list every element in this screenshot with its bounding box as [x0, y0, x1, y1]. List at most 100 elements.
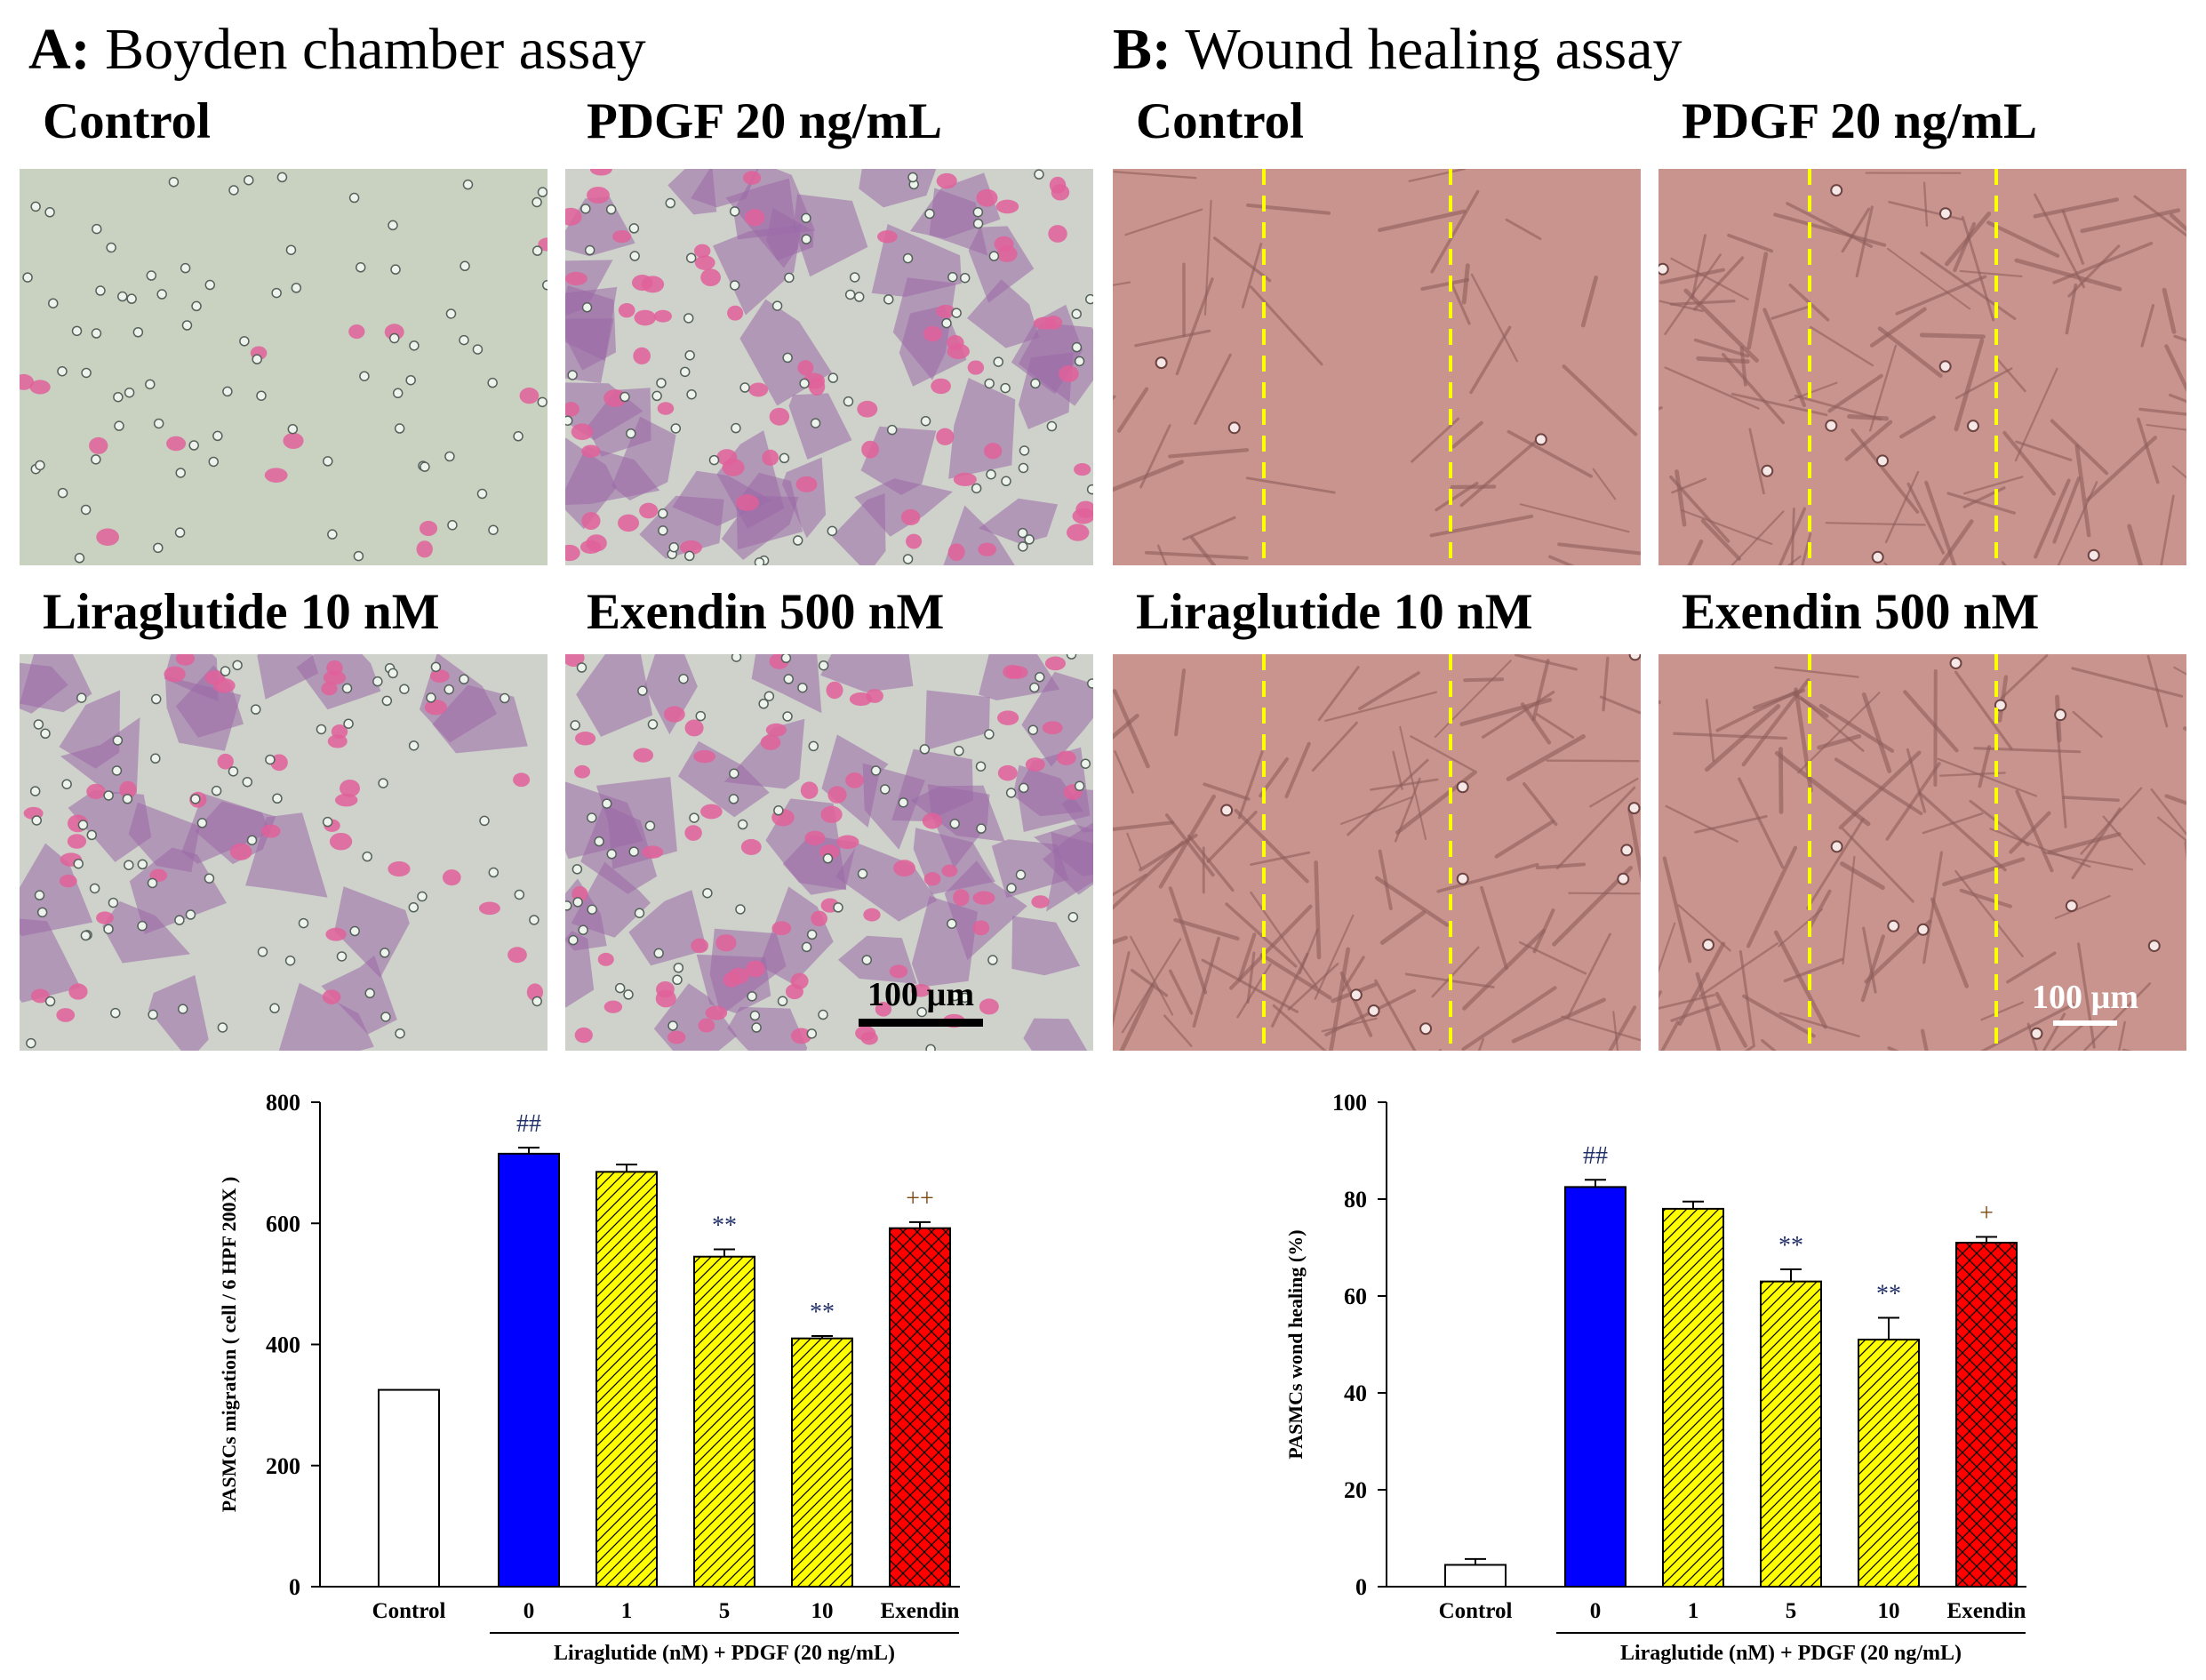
spindle-cell	[1694, 814, 1768, 834]
spindle-cell	[1922, 181, 1929, 228]
spindle-cell	[1696, 356, 1750, 364]
membrane-pore	[920, 415, 931, 427]
spindle-cell	[1561, 1015, 1641, 1042]
cell-cytoplasm	[628, 890, 707, 966]
rounded-cell	[1916, 923, 1930, 936]
membrane-pore	[808, 740, 819, 752]
membrane-pore	[86, 829, 98, 841]
x-tick-label: 0	[1590, 1599, 1602, 1623]
cell-nucleus	[820, 805, 843, 823]
membrane-pore	[567, 370, 578, 380]
membrane-pore	[110, 1007, 121, 1019]
spindle-cell	[1459, 434, 1545, 508]
membrane-pore	[614, 982, 626, 994]
spindle-cell	[1113, 873, 1147, 897]
cell-cytoplasm	[820, 654, 914, 692]
cell-nucleus	[804, 830, 826, 845]
cell-nucleus	[1006, 666, 1028, 679]
cell-nucleus	[967, 360, 985, 375]
membrane-pore	[111, 765, 123, 776]
cell-nucleus	[800, 781, 819, 799]
membrane-pore	[570, 720, 580, 731]
spindle-cell	[1431, 946, 1480, 998]
spindle-cell	[1555, 786, 1636, 870]
cell-nucleus	[641, 276, 665, 293]
spindle-cell	[1774, 666, 1859, 678]
membrane-pore	[168, 176, 180, 188]
membrane-pore	[113, 391, 124, 403]
cell-nucleus	[760, 734, 781, 750]
membrane-pore	[208, 456, 220, 468]
spindle-cell	[2061, 209, 2085, 265]
spindle-cell	[1730, 510, 1785, 565]
spindle-cell	[1481, 691, 1555, 739]
spindle-cell	[1462, 928, 1546, 1011]
membrane-pore	[1029, 682, 1040, 693]
spindle-cell	[1134, 329, 1211, 348]
spindle-cell	[1187, 834, 1235, 892]
rounded-cell	[1658, 262, 1669, 276]
significance-mark: **	[1876, 1281, 1901, 1308]
cell-nucleus	[581, 444, 601, 458]
bar-Control	[378, 1388, 440, 1588]
spindle-cell	[1963, 476, 2024, 495]
spindle-cell	[2002, 430, 2057, 496]
membrane-pore	[783, 674, 795, 684]
spindle-cell	[1241, 242, 1263, 309]
cell-nucleus	[700, 804, 723, 820]
spindle-cell	[2033, 197, 2120, 219]
spindle-cell	[1245, 476, 1336, 494]
membrane-pore	[487, 377, 498, 388]
spindle-cell	[1834, 757, 1923, 816]
spindle-cell	[1506, 734, 1586, 781]
cell-cytoplasm	[148, 975, 209, 1051]
bar-5	[1760, 1280, 1822, 1588]
membrane-pore	[1080, 758, 1091, 769]
scale-bar-label: 100 µm	[867, 976, 974, 1013]
cell-cytoplasm	[691, 169, 759, 208]
membrane-pore	[810, 418, 821, 428]
spindle-cell	[1341, 956, 1365, 992]
membrane-pore	[754, 556, 765, 565]
spindle-cell	[2062, 796, 2120, 803]
x-tick-label: 5	[719, 1599, 731, 1623]
spindle-cell	[1203, 199, 1212, 316]
cell-nucleus	[845, 772, 864, 788]
membrane-pore	[257, 947, 268, 957]
membrane-pore	[606, 849, 617, 860]
membrane-pore	[685, 252, 697, 263]
cell-nucleus	[565, 271, 587, 286]
spindle-cell	[1374, 876, 1450, 927]
membrane-pore	[886, 424, 898, 436]
cell-nucleus	[716, 449, 738, 466]
membrane-pore	[462, 179, 474, 190]
cell-nucleus	[589, 169, 612, 176]
cell-nucleus	[618, 514, 640, 532]
spindle-cell	[1825, 522, 1926, 526]
membrane-pore	[445, 308, 457, 319]
spindle-cell	[1954, 670, 2013, 750]
spindle-cell	[2071, 667, 2184, 698]
cell-nucleus	[923, 325, 942, 342]
cell-nucleus	[587, 187, 610, 204]
spindle-cell	[1746, 252, 1769, 350]
spindle-cell	[1461, 986, 1557, 1051]
membrane-pore	[987, 955, 998, 965]
spindle-cell	[1989, 828, 2091, 868]
spindle-cell	[1797, 692, 1881, 774]
boyden-micrograph-control	[20, 169, 548, 565]
spindle-cell	[1311, 721, 1358, 772]
membrane-pore	[35, 460, 45, 471]
rounded-cell	[1949, 657, 1962, 670]
membrane-pore	[291, 283, 302, 293]
cell-nucleus	[229, 843, 252, 860]
cell-nucleus	[893, 860, 915, 877]
spindle-cell	[1673, 732, 1788, 740]
membrane-pore	[265, 754, 276, 765]
cell-nucleus	[922, 812, 943, 829]
spindle-cell	[2050, 1020, 2088, 1051]
membrane-pore	[364, 988, 375, 999]
membrane-pore	[408, 902, 420, 913]
spindle-cell	[1434, 660, 1512, 739]
membrane-pore	[686, 388, 697, 400]
